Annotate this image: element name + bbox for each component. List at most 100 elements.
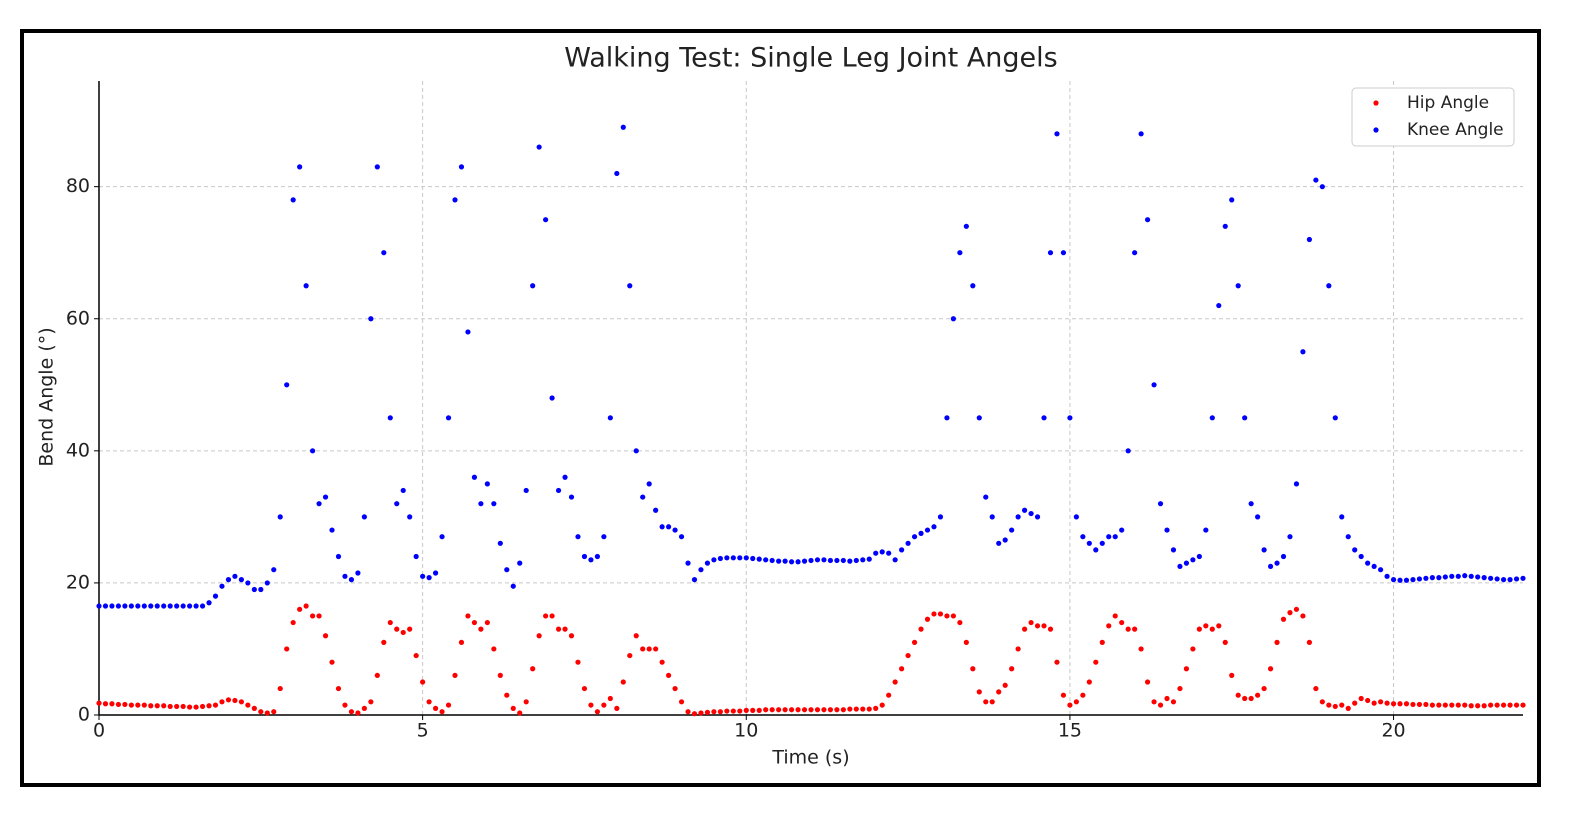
point	[355, 710, 361, 716]
point	[1261, 547, 1267, 553]
point	[1410, 701, 1416, 708]
point	[834, 557, 840, 564]
point	[167, 603, 173, 609]
point	[413, 652, 419, 659]
point	[640, 646, 646, 652]
point	[1209, 626, 1215, 632]
point	[646, 646, 652, 652]
point	[232, 697, 238, 704]
point	[219, 583, 225, 589]
point	[1119, 527, 1125, 533]
point	[426, 575, 432, 581]
point	[1203, 527, 1209, 533]
point	[1060, 692, 1067, 698]
point	[562, 474, 568, 480]
point	[478, 501, 484, 507]
point	[1080, 534, 1086, 540]
point	[1099, 540, 1105, 546]
point	[873, 705, 879, 711]
point	[931, 611, 937, 617]
point	[937, 611, 944, 617]
point	[1255, 692, 1261, 698]
point	[245, 580, 251, 586]
point	[594, 709, 601, 715]
point	[847, 558, 853, 564]
point	[452, 197, 458, 203]
point	[478, 626, 484, 632]
point	[1481, 703, 1487, 709]
point	[776, 707, 782, 713]
point	[963, 223, 969, 229]
point	[827, 557, 834, 564]
point	[1183, 560, 1190, 566]
point	[1034, 514, 1041, 520]
point	[989, 514, 995, 520]
y-tick-label: 0	[78, 704, 90, 726]
point	[491, 646, 497, 652]
point	[96, 603, 102, 609]
point	[1513, 702, 1520, 708]
point	[918, 530, 924, 536]
point	[115, 701, 122, 708]
point	[672, 685, 678, 692]
point	[407, 514, 413, 520]
point	[271, 709, 277, 715]
point	[1112, 613, 1118, 619]
point	[1300, 613, 1306, 619]
point	[976, 415, 982, 421]
point	[219, 699, 225, 705]
point	[277, 685, 283, 692]
point	[1494, 576, 1500, 582]
point	[1416, 701, 1423, 708]
point	[1520, 702, 1526, 708]
x-tick-label: 10	[734, 720, 758, 742]
point	[1054, 659, 1060, 665]
point	[109, 603, 115, 609]
point	[1429, 575, 1435, 581]
point	[1358, 553, 1364, 560]
point	[704, 560, 711, 566]
point	[310, 613, 316, 619]
point	[937, 514, 944, 520]
point	[568, 633, 575, 639]
point	[801, 558, 808, 564]
point	[1475, 703, 1481, 709]
point	[206, 600, 212, 606]
point	[970, 666, 976, 672]
x-tick-label: 5	[417, 720, 429, 742]
point	[607, 695, 613, 702]
point	[1242, 415, 1248, 421]
point	[1034, 623, 1041, 629]
y-axis-label: Bend Angle (°)	[36, 327, 58, 466]
point	[840, 707, 846, 713]
point	[245, 702, 251, 708]
point	[407, 626, 413, 632]
point	[135, 702, 141, 708]
point	[853, 706, 859, 712]
point	[853, 557, 859, 564]
point	[497, 540, 503, 546]
point	[484, 619, 490, 626]
point	[730, 555, 736, 561]
point	[1423, 701, 1429, 708]
point	[174, 703, 180, 710]
x-tick-label: 0	[93, 720, 105, 742]
point	[763, 557, 769, 563]
x-tick-label: 20	[1381, 720, 1405, 742]
point	[1009, 527, 1015, 533]
point	[737, 555, 743, 561]
point	[1442, 702, 1448, 708]
point	[355, 570, 361, 576]
point	[672, 527, 678, 533]
point	[1300, 349, 1306, 355]
point	[1222, 639, 1228, 645]
y-tick-label: 20	[66, 571, 90, 593]
point	[413, 553, 419, 560]
point	[536, 633, 542, 639]
x-axis-label: Time (s)	[771, 747, 849, 769]
point	[400, 629, 406, 636]
point	[1144, 217, 1151, 223]
point	[1378, 567, 1384, 573]
point	[284, 646, 290, 652]
point	[989, 699, 995, 705]
